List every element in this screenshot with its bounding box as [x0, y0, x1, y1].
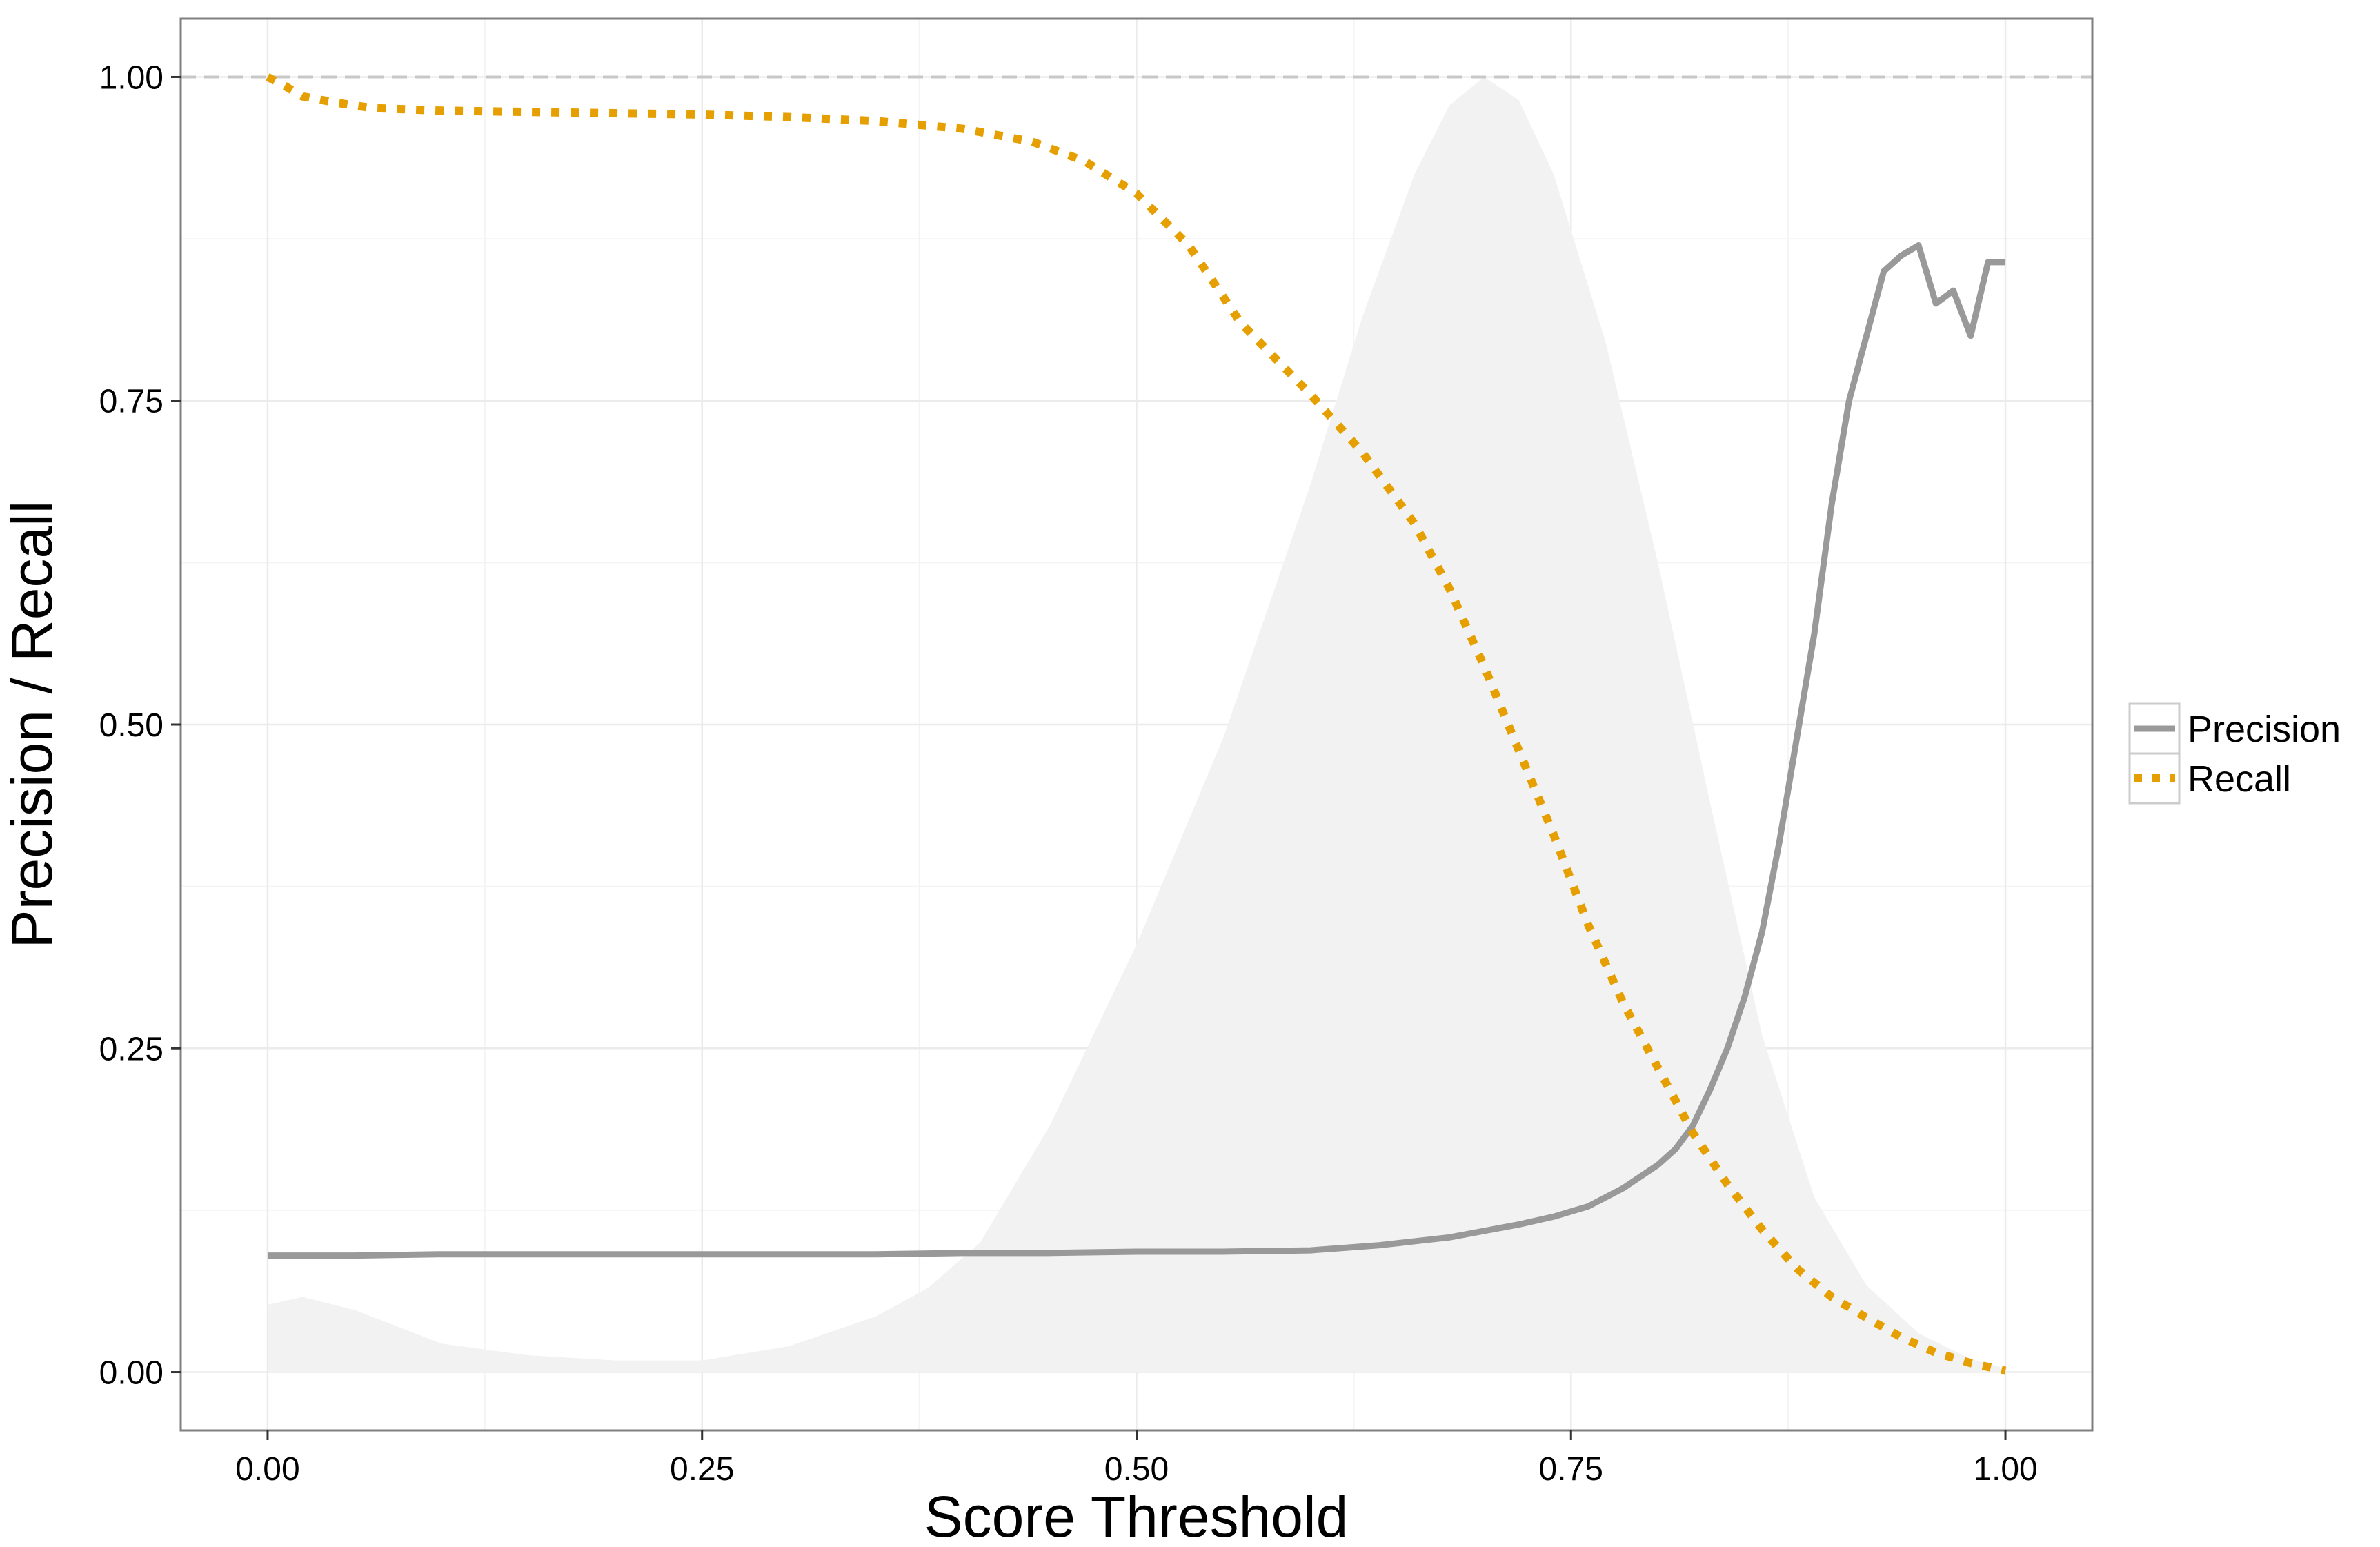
- x-tick-label: 1.00: [1973, 1451, 2037, 1488]
- x-axis-title: Score Threshold: [924, 1484, 1349, 1547]
- recall-line: [266, 73, 2007, 1375]
- score-density-area: [267, 77, 2006, 1372]
- x-axis-ticks: 0.00 0.25 0.50 0.75 1.00: [235, 1430, 2038, 1488]
- y-axis-ticks: 0.00 0.25 0.50 0.75 1.00: [99, 59, 181, 1392]
- y-tick-label: 0.00: [99, 1355, 163, 1392]
- legend-label: Recall: [2188, 758, 2291, 800]
- y-axis-title: Precision / Recall: [0, 501, 64, 949]
- y-tick-label: 0.25: [99, 1031, 163, 1067]
- x-tick-label: 0.75: [1539, 1451, 1603, 1488]
- x-tick-label: 0.25: [670, 1451, 734, 1488]
- legend: Precision Recall: [2128, 702, 2341, 805]
- y-tick-label: 0.50: [99, 707, 163, 744]
- legend-label: Precision: [2188, 709, 2341, 750]
- y-tick-label: 0.75: [99, 384, 163, 420]
- x-tick-label: 0.50: [1104, 1451, 1169, 1488]
- y-tick-label: 1.00: [99, 59, 163, 96]
- x-tick-label: 0.00: [235, 1451, 299, 1488]
- precision-line: [267, 242, 2006, 1259]
